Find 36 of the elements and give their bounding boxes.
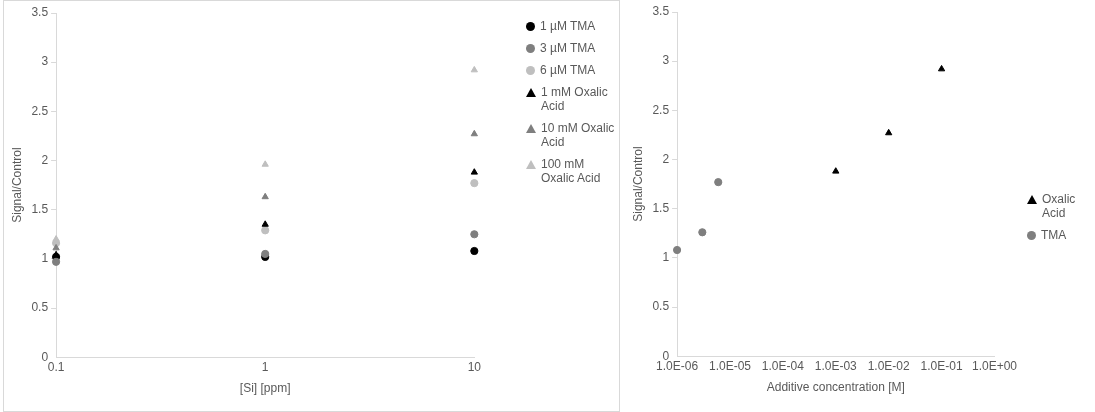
x-tick-label: 10 [467, 359, 482, 374]
y-tick-label: 3.5 [652, 4, 670, 19]
y-tick-label: 2 [41, 152, 49, 167]
y-tick-label: 1 [41, 251, 49, 266]
y-tick-label: 2.5 [652, 102, 670, 117]
y-tick-label: 2 [662, 151, 670, 166]
y-axis-title: Signal/Control [9, 147, 24, 223]
legend-label: 10 mM Oxalic Acid [541, 121, 616, 149]
y-tick-label: 0.5 [652, 299, 670, 314]
legend-label: TMA [1041, 228, 1067, 242]
y-tick-label: 0 [41, 349, 49, 364]
y-tick-label: 3 [662, 53, 670, 68]
x-tick-label: 1 [261, 359, 269, 374]
y-tick-label: 2.5 [31, 103, 49, 118]
y-tick-label: 3 [41, 54, 49, 69]
x-axis-title: Additive concentration [M] [766, 380, 905, 395]
legend-label: Oxalic Acid [1042, 192, 1077, 220]
legend-label: 6 µM TMA [540, 63, 596, 77]
x-tick-label: 1.0E-05 [708, 358, 752, 373]
x-tick-label: 1.0E-01 [920, 358, 963, 373]
y-axis-title: Signal/Control [630, 146, 645, 222]
legend-label: 3 µM TMA [540, 41, 596, 55]
y-tick-label: 1.5 [652, 201, 670, 215]
legend-label: 100 mM Oxalic Acid [541, 157, 602, 185]
x-axis-title: [Si] [ppm] [239, 381, 291, 396]
x-tick-label: 0.1 [47, 359, 65, 374]
y-tick-label: 1.5 [31, 202, 49, 216]
x-tick-label: 1.0E-04 [761, 358, 805, 373]
legend-label: 1 µM TMA [540, 19, 596, 33]
legend-label: 1 mM Oxalic Acid [541, 85, 609, 113]
y-tick-label: 1 [662, 250, 670, 265]
x-tick-label: 1.0E-02 [867, 358, 911, 373]
y-tick-label: 0.5 [31, 300, 49, 315]
x-tick-label: 1.0E-03 [814, 358, 858, 373]
x-tick-label: 1.0E+00 [971, 358, 1018, 373]
y-tick-label: 3.5 [31, 5, 49, 20]
